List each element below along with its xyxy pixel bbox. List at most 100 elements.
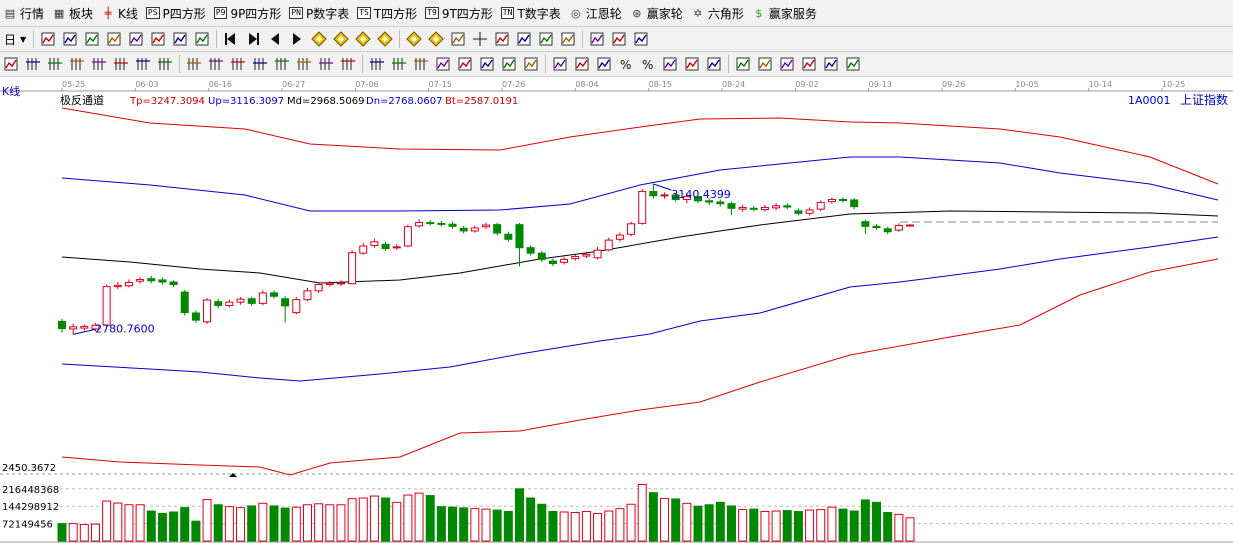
candle-body (80, 325, 89, 329)
parallel-icon[interactable] (572, 54, 592, 74)
period-selector[interactable]: 日 (4, 32, 17, 47)
percent-2-icon[interactable]: % (638, 54, 658, 74)
first-icon[interactable] (221, 29, 241, 49)
book-icon[interactable] (587, 29, 607, 49)
menu-item-6[interactable]: TS T四方形 (354, 2, 422, 24)
truck-icon[interactable] (631, 29, 651, 49)
volume-bar (314, 503, 324, 542)
export-icon[interactable] (609, 29, 629, 49)
menu-item-11[interactable]: ✡ 六角形 (688, 2, 749, 24)
gold-icon[interactable] (733, 54, 753, 74)
hand-icon[interactable] (448, 29, 468, 49)
volume-bar (436, 506, 446, 542)
menu-item-5[interactable]: PN P数字表 (286, 2, 354, 24)
kline-chart-area[interactable]: 05-25 06-03 06-16 06-27 07-06 07-15 07-26 08-04… (0, 77, 1233, 543)
zoom-icon[interactable] (514, 29, 534, 49)
prev-icon[interactable] (265, 29, 285, 49)
fib-icon[interactable] (433, 54, 453, 74)
kline-label: K线 (2, 84, 20, 98)
bars-icon[interactable] (104, 29, 124, 49)
diamond-6-icon[interactable] (426, 29, 446, 49)
candle (113, 282, 122, 290)
candle (403, 224, 412, 248)
symbol-name: 上证指数 (1180, 92, 1228, 107)
calculator-icon[interactable] (558, 29, 578, 49)
next-icon[interactable] (287, 29, 307, 49)
hash-9-icon[interactable] (206, 54, 226, 74)
hash-1-icon[interactable] (23, 54, 43, 74)
bars-2-icon[interactable] (821, 54, 841, 74)
candle-body (861, 221, 870, 227)
fan-icon[interactable] (455, 54, 475, 74)
menu-item-12[interactable]: $ 赢家服务 (749, 2, 822, 24)
slash-icon[interactable] (499, 54, 519, 74)
text-icon[interactable] (704, 54, 724, 74)
hash-5-icon[interactable] (111, 54, 131, 74)
hash-14-icon[interactable] (316, 54, 336, 74)
candle (392, 244, 401, 250)
candle-body (136, 279, 145, 282)
kline-icon[interactable] (82, 29, 102, 49)
diamond-4-icon[interactable] (375, 29, 395, 49)
arrow-2-icon[interactable] (799, 54, 819, 74)
diamond-1-icon[interactable] (309, 29, 329, 49)
angle-icon[interactable] (755, 54, 775, 74)
candle-body (113, 284, 122, 288)
coin-icon[interactable] (660, 54, 680, 74)
hash-2-icon[interactable] (45, 54, 65, 74)
arc-icon[interactable] (477, 54, 497, 74)
hash-10-icon[interactable] (228, 54, 248, 74)
last-icon[interactable] (243, 29, 263, 49)
dollar-icon: $ (755, 6, 763, 20)
calendar-icon[interactable] (536, 29, 556, 49)
menu-item-3[interactable]: PS P四方形 (143, 2, 211, 24)
diamond-5-icon[interactable] (404, 29, 424, 49)
hash-3-icon[interactable] (67, 54, 87, 74)
flag-icon[interactable] (192, 29, 212, 49)
pencil-icon[interactable] (1, 54, 21, 74)
diamond-3-icon[interactable] (353, 29, 373, 49)
hash-4-icon[interactable] (89, 54, 109, 74)
filter-icon[interactable] (492, 29, 512, 49)
diamond-2-icon[interactable] (331, 29, 351, 49)
hash-15-icon[interactable] (338, 54, 358, 74)
wave-icon[interactable] (521, 54, 541, 74)
hash-17-icon[interactable] (389, 54, 409, 74)
hash-16-icon[interactable] (367, 54, 387, 74)
chevron-down-icon[interactable]: ▼ (20, 34, 27, 44)
menu-badge-icon: TN (500, 7, 515, 19)
line-icon[interactable] (126, 29, 146, 49)
hash-6-icon[interactable] (133, 54, 153, 74)
hash-11-icon[interactable] (250, 54, 270, 74)
menu-item-4[interactable]: P9 9P四方形 (211, 2, 287, 24)
table-icon[interactable] (594, 54, 614, 74)
candle-icon[interactable] (148, 29, 168, 49)
menu-item-label: 9T四方形 (441, 6, 493, 21)
menu-item-10[interactable]: ⊛ 赢家轮 (627, 2, 688, 24)
grid-icon[interactable] (38, 29, 58, 49)
hash-8-icon[interactable] (184, 54, 204, 74)
sigma-icon[interactable] (843, 54, 863, 74)
list-icon[interactable] (60, 29, 80, 49)
zigzag-icon[interactable] (170, 29, 190, 49)
crosshair-icon[interactable] (470, 29, 490, 49)
candle (660, 192, 669, 199)
hash-7-icon[interactable] (155, 54, 175, 74)
menu-item-2[interactable]: ╪ K线 (98, 2, 143, 24)
volume-bar (269, 505, 279, 542)
hash-12-icon[interactable] (272, 54, 292, 74)
arrow-icon[interactable] (777, 54, 797, 74)
drawing-toolbar: %% (0, 52, 1233, 77)
box-icon[interactable] (550, 54, 570, 74)
menu-item-0[interactable]: ▤ 行情 (0, 2, 49, 24)
kline-chart[interactable]: 05-25 06-03 06-16 06-27 07-06 07-15 07-26 08-04… (0, 77, 1233, 543)
menu-item-9[interactable]: ◎ 江恩轮 (566, 2, 627, 24)
menu-item-1[interactable]: ▦ 板块 (49, 2, 98, 24)
menu-item-7[interactable]: T9 9T四方形 (422, 2, 498, 24)
coin-2-icon[interactable] (682, 54, 702, 74)
menu-item-8[interactable]: TN T数字表 (498, 2, 566, 24)
hash-13-icon[interactable] (294, 54, 314, 74)
hash-18-icon[interactable] (411, 54, 431, 74)
percent-icon[interactable]: % (616, 54, 636, 74)
date-tick-label: 08-04 (575, 80, 598, 89)
